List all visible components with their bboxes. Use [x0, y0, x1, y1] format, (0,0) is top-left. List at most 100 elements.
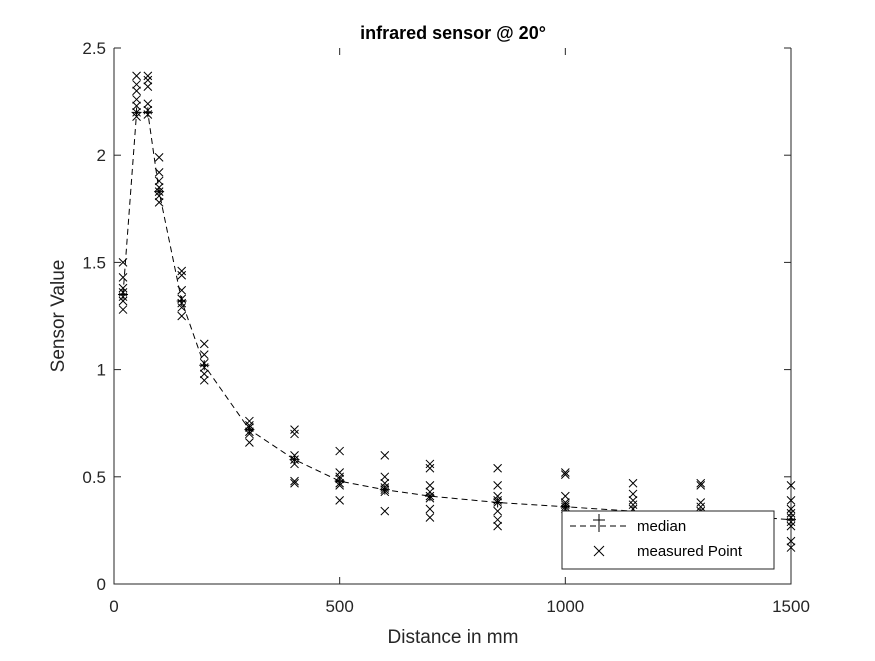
measured-point — [177, 311, 187, 321]
measured-point — [118, 273, 128, 282]
legend-item-median: median — [570, 514, 686, 535]
median-point — [786, 514, 796, 525]
measured-point — [143, 82, 153, 91]
median-line — [122, 111, 792, 521]
measured-point — [118, 283, 128, 293]
measured-point — [132, 112, 141, 121]
measured-point — [786, 496, 796, 505]
measured-point — [380, 485, 390, 495]
measured-point — [560, 500, 570, 510]
measured-point — [118, 288, 128, 297]
measured-point — [696, 478, 706, 488]
measured-point — [154, 183, 164, 192]
measured-point — [493, 496, 502, 505]
measured-point — [425, 504, 435, 514]
measured-point — [560, 470, 570, 480]
y-tick-label: 2 — [97, 146, 106, 165]
measured-point — [154, 152, 164, 162]
y-tick-label: 2.5 — [82, 39, 106, 58]
measured-point — [290, 459, 299, 469]
measured-point — [560, 491, 570, 501]
y-tick-label: 1 — [97, 361, 106, 380]
measured-point — [786, 481, 796, 490]
measured-point — [493, 463, 502, 473]
measured-point — [786, 536, 796, 546]
measured-point — [425, 491, 435, 501]
measured-point — [560, 502, 570, 512]
measured-point — [118, 292, 128, 302]
measured-point — [628, 489, 638, 499]
legend-measured-marker — [593, 545, 605, 557]
measured-point — [177, 266, 187, 276]
measured-point — [493, 521, 502, 531]
measured-point — [335, 472, 345, 482]
measured-point — [177, 294, 187, 304]
measured-point — [493, 515, 502, 525]
measured-point — [493, 481, 502, 490]
measured-point — [132, 95, 141, 104]
measured-point — [118, 296, 128, 306]
measured-point — [143, 110, 153, 119]
measured-point — [132, 80, 141, 89]
measured-point — [245, 429, 254, 439]
measured-point — [154, 191, 164, 201]
x-tick-label: 1000 — [546, 597, 584, 616]
measured-point — [245, 423, 254, 432]
measured-point — [380, 451, 390, 460]
plot-area: 0 500 1000 1500 0 0.5 1 1.5 2 2.5 — [82, 39, 810, 616]
measured-point — [493, 491, 502, 501]
measured-point — [154, 187, 164, 197]
measured-point — [425, 513, 435, 522]
measured-point — [199, 375, 209, 385]
measured-point — [493, 498, 502, 507]
y-tick-label: 0 — [97, 575, 106, 594]
measured-point — [290, 429, 299, 439]
measured-point — [143, 105, 153, 115]
measured-point — [380, 483, 390, 492]
measured-point — [380, 472, 390, 482]
y-axis-label: Sensor Value — [48, 260, 69, 373]
measured-point — [290, 476, 299, 486]
y-tick-label: 0.5 — [82, 468, 106, 487]
measured-point — [177, 285, 187, 295]
measured-point — [245, 420, 254, 430]
measured-point — [143, 99, 153, 109]
x-axis-label: Distance in mm — [388, 627, 519, 648]
median-point — [199, 360, 210, 371]
legend-box — [561, 510, 775, 570]
measured-point — [425, 459, 435, 469]
measured-point — [786, 513, 796, 522]
median-point — [142, 107, 153, 118]
measured-point — [335, 481, 345, 490]
measured-point — [199, 339, 209, 349]
measured-point — [199, 369, 209, 379]
measured-point — [245, 438, 254, 447]
measured-point — [290, 425, 299, 434]
measured-point — [118, 258, 128, 267]
measured-point — [290, 478, 299, 488]
measured-point — [425, 493, 435, 503]
x-tick-label: 500 — [325, 597, 353, 616]
measured-point — [290, 451, 299, 460]
measured-point — [199, 358, 209, 368]
measured-point — [154, 176, 164, 186]
measured-point — [290, 455, 299, 465]
measured-point — [696, 498, 706, 507]
measured-point — [628, 496, 638, 505]
measured-point — [335, 496, 345, 505]
axes-frame — [113, 48, 792, 585]
median-point — [334, 476, 345, 487]
measured-point — [132, 107, 141, 117]
measured-point — [786, 504, 796, 514]
measured-point — [380, 506, 390, 516]
measured-point — [177, 303, 187, 312]
measured-point — [143, 75, 153, 85]
measured-point — [335, 474, 345, 484]
measured-point — [560, 468, 570, 477]
median-point — [118, 289, 129, 300]
legend-measured-label: measured Point — [637, 543, 743, 560]
measured-point — [143, 71, 153, 81]
measured-point — [786, 508, 796, 518]
measured-point — [132, 101, 141, 111]
